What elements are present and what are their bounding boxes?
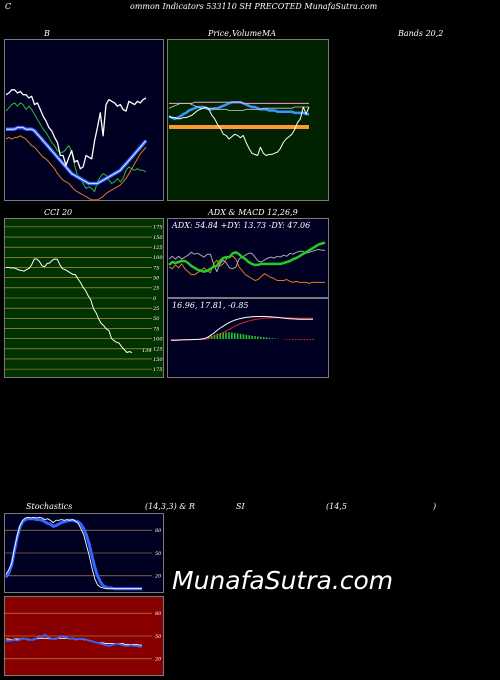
- cci-tick-label: 75: [153, 326, 159, 332]
- cci-chart: 175 150 125 100 75 50 25 0 25 50 75 100 125 150 175 134: [4, 225, 163, 373]
- rsi-tick-label: 50: [155, 634, 162, 640]
- stoch-label-a: Stochastics: [26, 502, 73, 511]
- macd-signal-line: [171, 317, 313, 341]
- stoch-k-line: [5, 516, 142, 590]
- bollinger-lower-band: [5, 135, 147, 201]
- cci-line: [6, 258, 133, 353]
- rsi-tick-label: 20: [154, 657, 162, 663]
- header-left: C: [5, 2, 12, 11]
- cci-tick-label: 100: [153, 255, 163, 261]
- adx-line: [168, 241, 326, 273]
- bollinger-price-line: [5, 89, 147, 170]
- bands-label: Bands 20,2: [398, 29, 444, 38]
- cci-tick-label: 75: [153, 265, 159, 271]
- cci-tick-label: 175: [153, 367, 163, 373]
- stoch-label-b: (14,3,3) & R: [145, 502, 195, 511]
- cci-tick-label: 25: [152, 286, 159, 292]
- stoch-label-e: ): [433, 502, 437, 511]
- price-label-b: Volume: [232, 29, 262, 38]
- adx-plus-dy: [168, 255, 325, 284]
- cci-tick-label: 50: [153, 275, 160, 281]
- stoch-chart: 80 50 20: [4, 516, 162, 591]
- cci-tick-label: 125: [153, 347, 163, 353]
- price-label-a: Price,: [208, 29, 232, 38]
- rsi-line: [5, 633, 142, 648]
- stoch-label-c: SI: [236, 502, 245, 511]
- macd-line: [170, 316, 314, 341]
- adx-panel: [167, 218, 329, 298]
- bollinger-label: B: [44, 29, 50, 38]
- cci-tick-label: 100: [153, 336, 163, 342]
- price-panel: [167, 39, 329, 201]
- macd-panel: [167, 298, 329, 378]
- bollinger-panel: [4, 39, 164, 201]
- watermark: MunafaSutra.com: [172, 566, 394, 595]
- price-ma-band: [169, 125, 309, 129]
- price-label-c: MA: [262, 29, 276, 38]
- adx-readout: ADX: 54.84 +DY: 13.73 -DY: 47.06: [172, 221, 311, 230]
- adx-minus-dy: [168, 248, 325, 273]
- cci-tick-label: 25: [152, 306, 159, 312]
- cci-tick-label: 0: [153, 296, 157, 302]
- rsi-chart: 80 50 20: [4, 611, 162, 663]
- bollinger-middle-band-inner: [6, 127, 147, 184]
- cci-tick-label: 125: [153, 245, 163, 251]
- cci-tick-label: 150: [153, 235, 163, 241]
- cci-label: CCI 20: [44, 208, 73, 217]
- price-chart: [168, 100, 310, 156]
- price-ma-grey: [168, 103, 309, 111]
- adx-chart: [168, 241, 326, 284]
- header-title: ommon Indicators 533110 SH PRECOTED Muna…: [130, 2, 378, 11]
- stoch-d-line: [4, 517, 142, 591]
- price-line: [168, 106, 310, 156]
- rsi-tick-label: 80: [155, 611, 162, 617]
- cci-last-value: 134: [142, 348, 152, 354]
- stoch-tick-label: 80: [155, 528, 162, 534]
- cci-tick-label: 175: [153, 225, 163, 231]
- adx-macd-label: ADX & MACD 12,26,9: [208, 208, 298, 217]
- cci-tick-label: 50: [153, 316, 160, 322]
- macd-chart: [170, 316, 314, 341]
- price-ma-pink: [169, 101, 309, 104]
- stoch-tick-label: 50: [155, 551, 162, 557]
- cci-tick-label: 150: [153, 357, 163, 363]
- macd-readout: 16.96, 17.81, -0.85: [172, 301, 249, 310]
- bollinger-middle-band-outer: [6, 125, 148, 186]
- stoch-tick-label: 20: [154, 574, 162, 580]
- stoch-label-d: (14,5: [326, 502, 347, 511]
- bollinger-chart: [5, 89, 148, 201]
- bollinger-upper-band: [5, 102, 147, 193]
